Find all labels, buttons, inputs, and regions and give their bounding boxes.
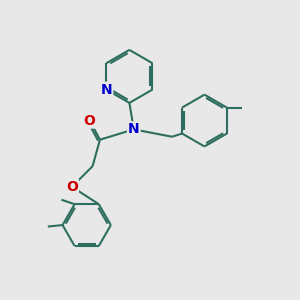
Text: O: O xyxy=(84,114,96,128)
Text: N: N xyxy=(128,122,140,136)
Text: N: N xyxy=(100,82,112,97)
Text: O: O xyxy=(66,180,78,194)
